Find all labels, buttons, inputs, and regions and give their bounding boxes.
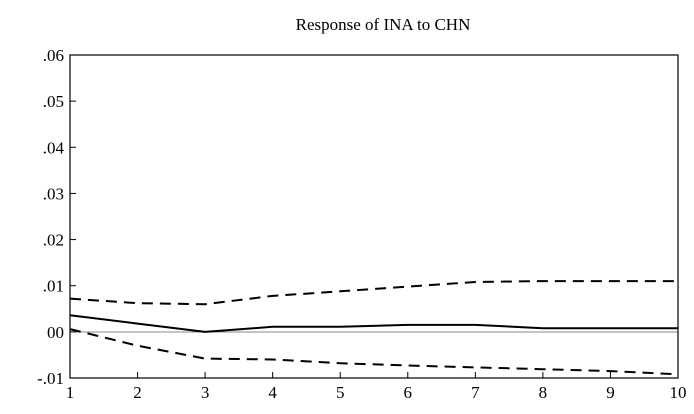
- x-tick-label: 1: [66, 383, 75, 402]
- lower-band-line: [69, 328, 679, 376]
- x-tick-label: 6: [404, 383, 413, 402]
- x-tick-label: 10: [670, 383, 687, 402]
- x-tick-label: 8: [539, 383, 548, 402]
- x-tick-label: 7: [471, 383, 480, 402]
- y-tick-label: .04: [43, 138, 65, 157]
- chart-title: Response of INA to CHN: [296, 15, 471, 34]
- plot-frame: [69, 54, 679, 379]
- x-tick-label: 5: [336, 383, 345, 402]
- y-tick-label: .01: [43, 277, 64, 296]
- x-tick-label: 9: [606, 383, 615, 402]
- x-tick-label: 2: [133, 383, 142, 402]
- y-tick-label: 00: [47, 323, 64, 342]
- y-tick-label: .02: [43, 231, 64, 250]
- y-tick-label: -.01: [37, 369, 64, 388]
- y-tick-label: .03: [43, 184, 64, 203]
- y-axis: .06 .05 .04 .03 .02 .01 00 -.01: [37, 46, 76, 388]
- x-tick-label: 4: [268, 383, 277, 402]
- response-line: [69, 314, 678, 333]
- series-layer: [69, 280, 679, 376]
- x-tick-label: 3: [201, 383, 210, 402]
- x-axis: 1 2 3 4 5 6 7 8 9 10: [66, 372, 687, 402]
- upper-band-line: [69, 280, 678, 306]
- y-tick-label: .06: [43, 46, 64, 65]
- y-tick-label: .05: [43, 92, 64, 111]
